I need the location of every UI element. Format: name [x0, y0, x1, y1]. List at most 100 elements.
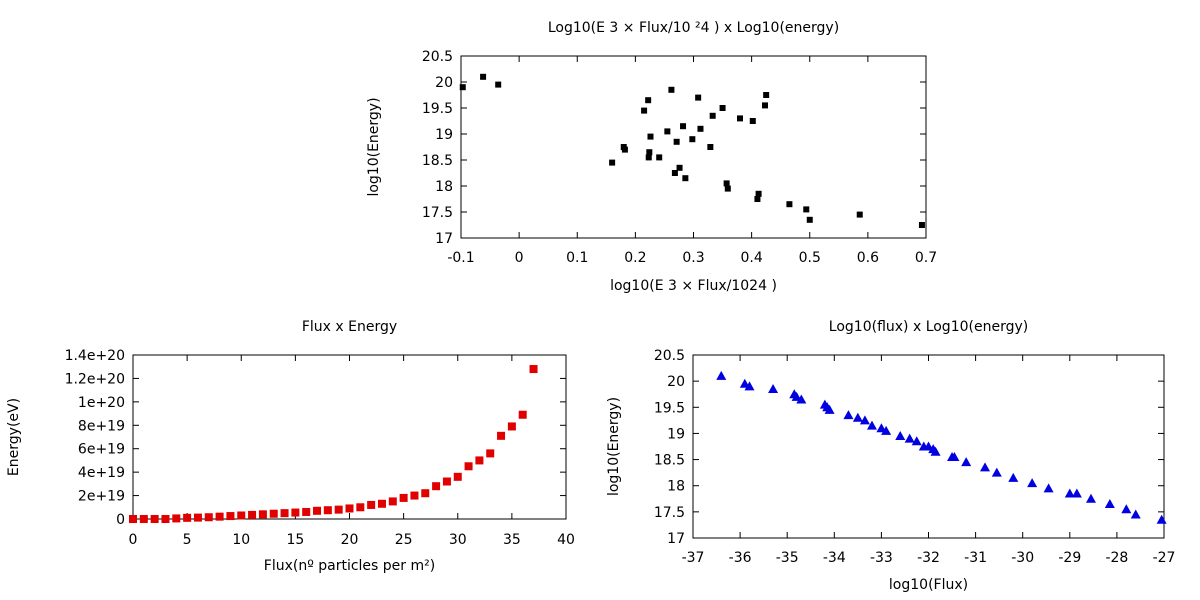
top-y-tick-label: 19	[435, 127, 453, 143]
top-data-point	[647, 133, 654, 140]
left-data-point	[475, 456, 484, 465]
left-data-point	[302, 507, 311, 516]
right-data-point	[796, 394, 807, 404]
top-data-point	[749, 118, 756, 124]
top-y-tick-label: 17	[435, 231, 453, 247]
top-x-tick-label: 0.3	[682, 250, 704, 266]
top-x-tick-label: -0.1	[447, 250, 474, 266]
top-data-point	[723, 180, 730, 187]
top-data-point	[709, 112, 716, 119]
top-y-tick-label: 20.5	[422, 49, 453, 65]
left-data-point	[486, 449, 495, 458]
left-data-point	[334, 505, 343, 514]
right-data-point	[866, 420, 877, 430]
top-y-tick-label: 18	[435, 179, 453, 195]
left-x-tick-label: 25	[395, 532, 413, 548]
left-data-point	[183, 513, 192, 522]
right-x-tick-label: -36	[729, 550, 752, 566]
top-data-point	[695, 94, 702, 101]
left-data-point	[193, 513, 202, 522]
top-data-point	[646, 149, 653, 156]
top-data-point	[918, 222, 925, 228]
top-plot-frame	[460, 55, 927, 239]
left-data-point	[226, 512, 235, 521]
left-data-point	[356, 503, 365, 512]
left-data-point	[237, 511, 246, 520]
right-y-tick-label: 17	[667, 531, 685, 547]
right-x-tick-label: -37	[682, 550, 705, 566]
top-data-point	[806, 216, 813, 223]
top-data-point	[656, 154, 663, 161]
left-data-point	[497, 431, 506, 440]
left-data-point	[248, 510, 257, 519]
top-data-point	[754, 196, 761, 202]
left-y-tick-label: 1.2e+20	[65, 371, 125, 387]
top-data-point	[689, 136, 696, 143]
top-data-point	[641, 107, 648, 114]
right-data-point	[991, 467, 1002, 477]
top-y-tick-label: 18.5	[422, 153, 453, 169]
top-data-point	[856, 211, 863, 218]
left-y-axis-label: Energy(eV)	[6, 398, 22, 476]
right-data-point	[1104, 499, 1115, 509]
left-x-tick-label: 30	[449, 532, 467, 548]
top-y-axis-label: log10(Energy)	[366, 97, 382, 196]
left-data-point	[129, 515, 137, 523]
right-data-point	[980, 462, 991, 472]
right-data-point	[824, 404, 835, 414]
top-data-point	[737, 115, 743, 122]
left-data-point	[313, 506, 322, 515]
right-scatter-chart: Log10(flux) x Log10(energy) -37 -36 -35 -34 -…	[606, 319, 1175, 593]
top-data-point	[676, 164, 683, 171]
right-y-tick-label: 17.5	[654, 505, 685, 521]
top-y-tick-label: 17.5	[422, 205, 453, 221]
right-data-point	[852, 412, 863, 422]
right-data-point	[1085, 493, 1096, 503]
left-x-tick-label: 0	[129, 532, 138, 548]
top-data-point	[761, 102, 768, 109]
right-y-tick-label: 20.5	[654, 348, 685, 364]
right-data-point	[881, 425, 892, 435]
left-y-tick-label: 0	[116, 512, 125, 528]
right-data-point	[1071, 488, 1082, 498]
top-data-point	[680, 123, 687, 130]
left-data-point	[204, 513, 213, 522]
right-x-tick-label: -32	[917, 550, 940, 566]
top-data-point	[719, 105, 726, 111]
left-data-point	[421, 489, 430, 498]
right-data-point	[716, 370, 727, 380]
right-y-tick-label: 19	[667, 426, 685, 442]
left-data-point	[269, 509, 278, 518]
left-data-point	[291, 508, 300, 517]
top-data-point	[786, 201, 793, 208]
left-data-point	[215, 512, 224, 521]
top-chart-title: Log10(E 3 × Flux/10 ²4 ) x Log10(energy)	[548, 20, 839, 36]
right-x-tick-label: -29	[1058, 550, 1081, 566]
right-data-point	[1130, 509, 1141, 519]
left-y-tick-label: 6e+19	[78, 442, 125, 458]
left-data-point	[410, 491, 419, 500]
right-y-tick-label: 19.5	[654, 400, 685, 416]
top-x-tick-label: 0.5	[799, 250, 821, 266]
left-data-point	[161, 515, 170, 523]
left-data-point	[345, 504, 354, 513]
right-data-point	[1008, 472, 1019, 482]
right-data-point	[949, 451, 960, 461]
top-x-tick-label: 0.7	[915, 250, 937, 266]
right-data-point	[930, 446, 941, 456]
top-data-point	[480, 73, 487, 80]
right-data-point	[961, 457, 972, 467]
top-data-point	[495, 81, 502, 88]
left-data-point	[432, 482, 441, 491]
top-x-tick-label: 0.2	[624, 250, 646, 266]
top-data-point	[645, 97, 652, 104]
right-y-axis-label: log10(Energy)	[606, 397, 622, 496]
right-x-tick-label: -34	[823, 550, 846, 566]
left-data-point	[280, 509, 289, 518]
top-y-tick-label: 19.5	[422, 101, 453, 117]
left-y-tick-label: 1e+20	[78, 395, 125, 411]
left-x-tick-label: 40	[557, 532, 575, 548]
left-data-point	[150, 515, 159, 523]
right-data-point	[859, 415, 870, 425]
